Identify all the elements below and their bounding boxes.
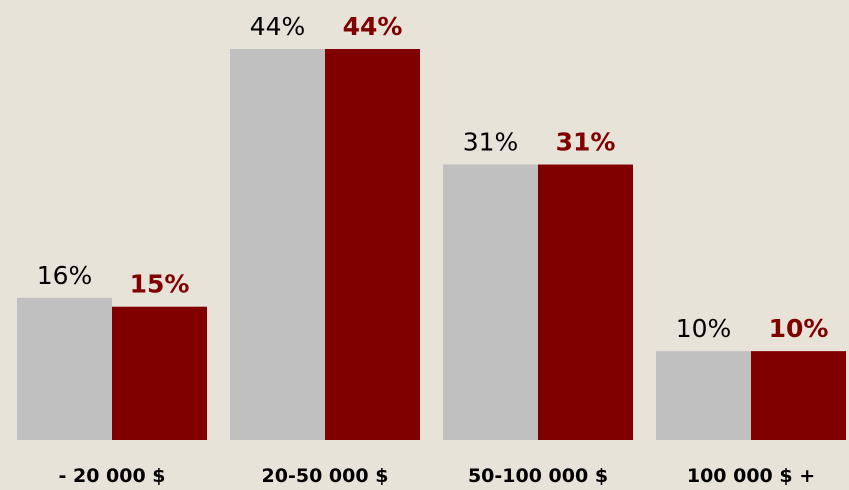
bar bbox=[751, 351, 846, 440]
bar bbox=[325, 49, 420, 440]
bar bbox=[17, 297, 112, 440]
value-label: 10% bbox=[676, 314, 732, 343]
value-label: 10% bbox=[769, 314, 829, 343]
value-label: 44% bbox=[343, 12, 403, 41]
x-tick-label: 100 000 $ + bbox=[687, 465, 815, 487]
value-label: 44% bbox=[250, 12, 306, 41]
x-tick-label: - 20 000 $ bbox=[58, 465, 165, 487]
bar bbox=[538, 164, 633, 441]
bar bbox=[443, 164, 538, 441]
x-tick-label: 50-100 000 $ bbox=[468, 465, 608, 487]
bar bbox=[112, 306, 207, 440]
value-label: 31% bbox=[556, 128, 616, 157]
value-label: 16% bbox=[37, 261, 93, 290]
x-tick-label: 20-50 000 $ bbox=[262, 465, 389, 487]
value-label: 31% bbox=[463, 128, 519, 157]
value-label: 15% bbox=[130, 270, 190, 299]
bar bbox=[656, 351, 751, 440]
bar bbox=[230, 49, 325, 440]
